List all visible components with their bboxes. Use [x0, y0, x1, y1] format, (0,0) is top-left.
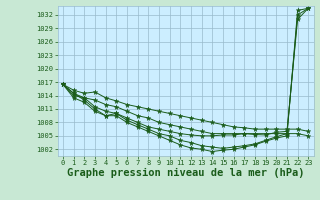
X-axis label: Graphe pression niveau de la mer (hPa): Graphe pression niveau de la mer (hPa)	[67, 168, 304, 178]
